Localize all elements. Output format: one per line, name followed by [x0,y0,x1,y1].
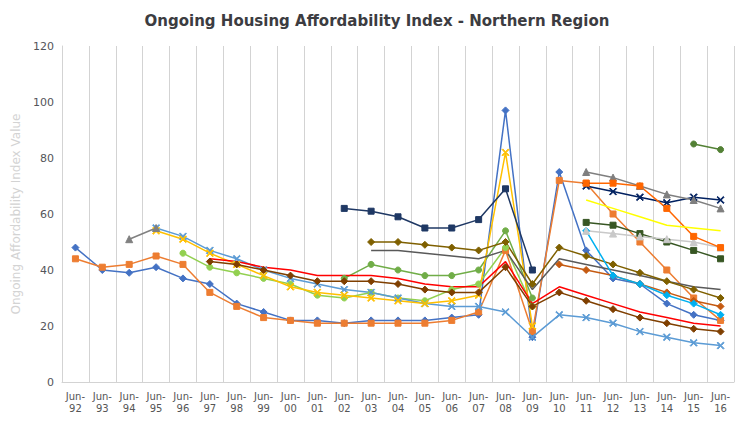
svg-text:00: 00 [284,403,297,414]
svg-text:92: 92 [69,403,82,414]
svg-text:Jun-: Jun- [145,391,166,402]
svg-text:08: 08 [499,403,512,414]
svg-text:Jun-: Jun- [468,391,489,402]
svg-text:93: 93 [96,403,109,414]
svg-text:Jun-: Jun- [414,391,435,402]
svg-text:20: 20 [40,320,54,333]
svg-text:97: 97 [203,403,216,414]
svg-text:15: 15 [687,403,700,414]
svg-text:94: 94 [123,403,136,414]
svg-text:Jun-: Jun- [522,391,543,402]
svg-text:Jun-: Jun- [602,391,623,402]
svg-text:120: 120 [33,40,54,53]
svg-text:02: 02 [338,403,351,414]
svg-text:Jun-: Jun- [629,391,650,402]
svg-text:01: 01 [311,403,324,414]
svg-text:Jun-: Jun- [683,391,704,402]
svg-text:Jun-: Jun- [334,391,355,402]
svg-text:07: 07 [472,403,485,414]
svg-text:98: 98 [230,403,243,414]
svg-text:Jun-: Jun- [280,391,301,402]
svg-text:Jun-: Jun- [307,391,328,402]
svg-text:14: 14 [660,403,673,414]
svg-text:95: 95 [150,403,163,414]
svg-text:Jun-: Jun- [441,391,462,402]
svg-text:11: 11 [580,403,593,414]
svg-text:96: 96 [177,403,190,414]
svg-text:10: 10 [553,403,566,414]
svg-text:Jun-: Jun- [361,391,382,402]
svg-text:Jun-: Jun- [710,391,731,402]
svg-text:05: 05 [419,403,432,414]
svg-text:Jun-: Jun- [65,391,86,402]
svg-text:Jun-: Jun- [253,391,274,402]
svg-text:Ongoing Housing Affordability: Ongoing Housing Affordability Index - No… [145,12,610,30]
svg-text:Jun-: Jun- [576,391,597,402]
svg-text:13: 13 [634,403,647,414]
svg-text:Ongoing Affordability Index Va: Ongoing Affordability Index Value [9,114,23,315]
svg-text:100: 100 [33,96,54,109]
svg-text:09: 09 [526,403,539,414]
svg-text:Jun-: Jun- [387,391,408,402]
svg-text:0: 0 [47,376,54,389]
svg-text:Jun-: Jun- [549,391,570,402]
svg-text:06: 06 [445,403,458,414]
svg-text:80: 80 [40,152,54,165]
svg-text:12: 12 [607,403,620,414]
svg-text:Jun-: Jun- [199,391,220,402]
svg-text:60: 60 [40,208,54,221]
svg-text:Jun-: Jun- [226,391,247,402]
svg-text:16: 16 [714,403,727,414]
svg-text:03: 03 [365,403,378,414]
svg-text:04: 04 [392,403,405,414]
svg-text:Jun-: Jun- [119,391,140,402]
svg-text:Jun-: Jun- [92,391,113,402]
svg-text:99: 99 [257,403,270,414]
svg-text:40: 40 [40,264,54,277]
svg-text:Jun-: Jun- [495,391,516,402]
svg-text:Jun-: Jun- [656,391,677,402]
svg-text:Jun-: Jun- [172,391,193,402]
